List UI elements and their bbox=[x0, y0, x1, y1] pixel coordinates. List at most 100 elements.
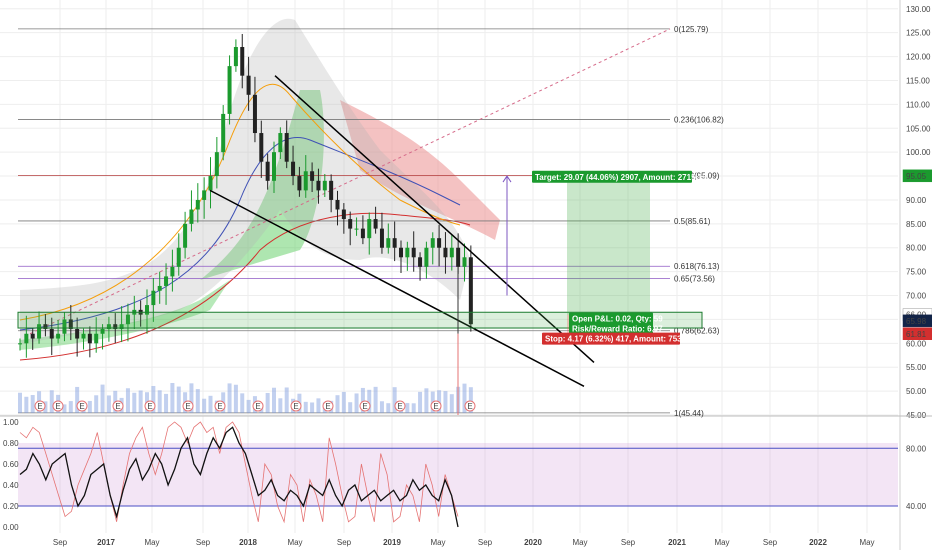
candle-body bbox=[367, 219, 372, 239]
ema-long-line bbox=[19, 212, 471, 361]
time-tick-label: 2021 bbox=[668, 538, 686, 547]
osc-left-tick: 0.20 bbox=[3, 502, 19, 511]
volume-bar bbox=[189, 383, 194, 413]
candle-body bbox=[430, 238, 435, 248]
risk-reward-label: Risk/Reward Ratio: 6.97 bbox=[572, 325, 663, 334]
price-marker-bg bbox=[902, 169, 932, 183]
volume-bar bbox=[462, 383, 467, 413]
time-tick-label: May bbox=[572, 538, 587, 547]
volume-bar bbox=[75, 386, 80, 413]
price-tick-label: 125.00 bbox=[906, 29, 931, 38]
candle-body bbox=[43, 324, 48, 329]
osc-left-tick: 1.00 bbox=[3, 418, 19, 427]
volume-bar bbox=[443, 391, 448, 413]
volume-bar bbox=[272, 387, 276, 413]
volume-bar bbox=[49, 390, 54, 413]
candle-body bbox=[348, 219, 353, 229]
volume-bar bbox=[341, 391, 346, 413]
fib-level-label: 0.5(85.61) bbox=[674, 217, 711, 226]
volume-bar bbox=[18, 392, 22, 413]
price-marker-label: 65.98 bbox=[906, 317, 927, 326]
osc-left-tick: 0.40 bbox=[3, 481, 19, 490]
candle-body bbox=[297, 176, 302, 191]
price-marker-bg bbox=[902, 327, 932, 341]
candle-body bbox=[24, 333, 29, 344]
price-tick-label: 85.00 bbox=[906, 220, 927, 229]
candle-body bbox=[303, 171, 308, 191]
volume-bar bbox=[132, 392, 137, 413]
open-pnl-label-bg bbox=[569, 312, 653, 325]
earnings-marker bbox=[394, 400, 406, 412]
price-tick-label: 50.00 bbox=[906, 387, 927, 396]
volume-bar bbox=[411, 403, 416, 413]
ema-short-line bbox=[19, 83, 461, 321]
candle-body bbox=[322, 180, 327, 191]
candle-body bbox=[373, 219, 378, 229]
osc-left-tick: 0.00 bbox=[3, 523, 19, 532]
volume-bar bbox=[195, 389, 200, 413]
earnings-marker bbox=[144, 400, 156, 412]
time-tick-label: 2020 bbox=[524, 538, 542, 547]
earnings-marker bbox=[430, 400, 442, 412]
open-pnl-label: Open P&L: 0.02, Qty: 59 bbox=[572, 315, 663, 324]
fib-level-label: 0.65(73.56) bbox=[674, 275, 715, 284]
volume-bar bbox=[87, 400, 92, 413]
volume-bar bbox=[418, 391, 423, 413]
volume-bar bbox=[310, 402, 315, 413]
price-pane-bg bbox=[0, 0, 932, 417]
volume-bar bbox=[386, 403, 391, 413]
fib-level-label: 0.382(95.09) bbox=[674, 172, 720, 181]
candle-body bbox=[265, 161, 270, 181]
volume-bar bbox=[265, 392, 270, 413]
candle-body bbox=[449, 247, 454, 258]
ichimoku-cloud-green-early bbox=[20, 280, 230, 350]
time-tick-label: Sep bbox=[478, 538, 493, 547]
earnings-marker-label: E bbox=[433, 402, 438, 411]
earnings-marker-label: E bbox=[147, 402, 152, 411]
candle-body bbox=[94, 333, 99, 344]
earnings-marker-label: E bbox=[115, 402, 120, 411]
volume-bar bbox=[138, 390, 143, 413]
earnings-marker bbox=[52, 400, 64, 412]
volume-bar bbox=[227, 383, 232, 413]
candle-body bbox=[379, 228, 384, 248]
projection-arrowhead bbox=[502, 175, 512, 183]
candle-body bbox=[214, 152, 219, 177]
support-zone bbox=[17, 311, 703, 329]
candle-body bbox=[227, 66, 232, 114]
volume-bar bbox=[405, 403, 410, 413]
time-tick-label: Sep bbox=[196, 538, 211, 547]
bollinger-band bbox=[20, 18, 470, 346]
candle-body bbox=[87, 333, 92, 344]
volume-bar bbox=[284, 387, 289, 413]
candle-body bbox=[310, 171, 315, 181]
time-tick-label: 2018 bbox=[239, 538, 257, 547]
candle-body bbox=[278, 133, 283, 153]
candle-body bbox=[405, 247, 410, 258]
volume-bar bbox=[151, 385, 156, 413]
candle-body bbox=[468, 257, 473, 325]
candle-body bbox=[113, 324, 118, 329]
earnings-marker-label: E bbox=[217, 402, 222, 411]
candle-body bbox=[145, 305, 149, 315]
candle-body bbox=[157, 285, 162, 291]
volume-bar bbox=[278, 398, 283, 413]
volume-bar bbox=[202, 398, 207, 413]
candle-body bbox=[424, 247, 429, 267]
candle-body bbox=[56, 333, 61, 339]
volume-bar bbox=[43, 401, 48, 413]
price-tick-label: 115.00 bbox=[906, 76, 930, 85]
volume-bar bbox=[233, 384, 238, 413]
candle-body bbox=[18, 343, 22, 345]
candle-body bbox=[291, 161, 296, 177]
candle-body bbox=[399, 247, 403, 258]
fib-level-label: 0.786(62.63) bbox=[674, 327, 720, 336]
candle-body bbox=[30, 333, 35, 339]
candle-body bbox=[119, 324, 124, 329]
candle-body bbox=[341, 209, 346, 220]
time-tick-label: Sep bbox=[621, 538, 636, 547]
earnings-marker bbox=[322, 400, 334, 412]
earnings-marker-label: E bbox=[293, 402, 298, 411]
